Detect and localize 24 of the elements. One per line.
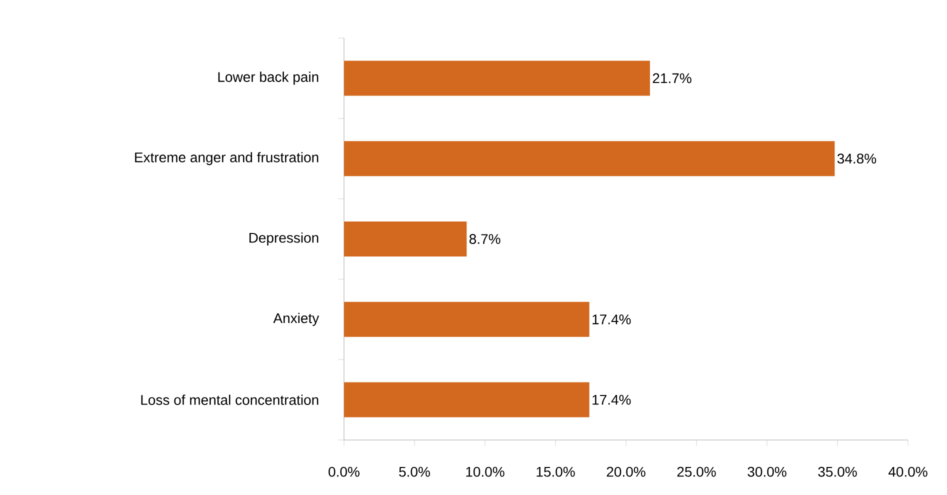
bar: [344, 222, 467, 256]
bar: [344, 60, 650, 96]
x-tick-label: 25.0%: [677, 466, 716, 477]
y-tick-label: Lower back pain: [218, 72, 318, 85]
x-tick-label: 35.0%: [818, 466, 857, 477]
data-label: 17.4%: [592, 394, 631, 405]
x-tick-label: 20.0%: [606, 466, 646, 477]
bar: [344, 302, 590, 337]
x-tick-label: 30.0%: [748, 466, 786, 477]
bar: [344, 382, 590, 418]
x-tick-label: 5.0%: [399, 466, 430, 477]
y-tick-label: Loss of mental concentration: [141, 394, 318, 405]
data-label: 8.7%: [469, 234, 500, 244]
bar: [344, 141, 835, 176]
data-label: 17.4%: [592, 314, 631, 324]
x-tick-label: 15.0%: [536, 466, 575, 477]
y-tick-label: Depression: [249, 232, 318, 246]
x-tick-label: 0.0%: [328, 466, 360, 477]
y-tick-label: Anxiety: [273, 312, 320, 326]
data-label: 34.8%: [837, 154, 876, 164]
x-tick-label: 40.0%: [888, 466, 928, 477]
y-tick-label: Extreme anger and frustration: [135, 152, 318, 166]
x-tick-label: 10.0%: [466, 466, 504, 477]
data-label: 21.7%: [652, 73, 692, 84]
